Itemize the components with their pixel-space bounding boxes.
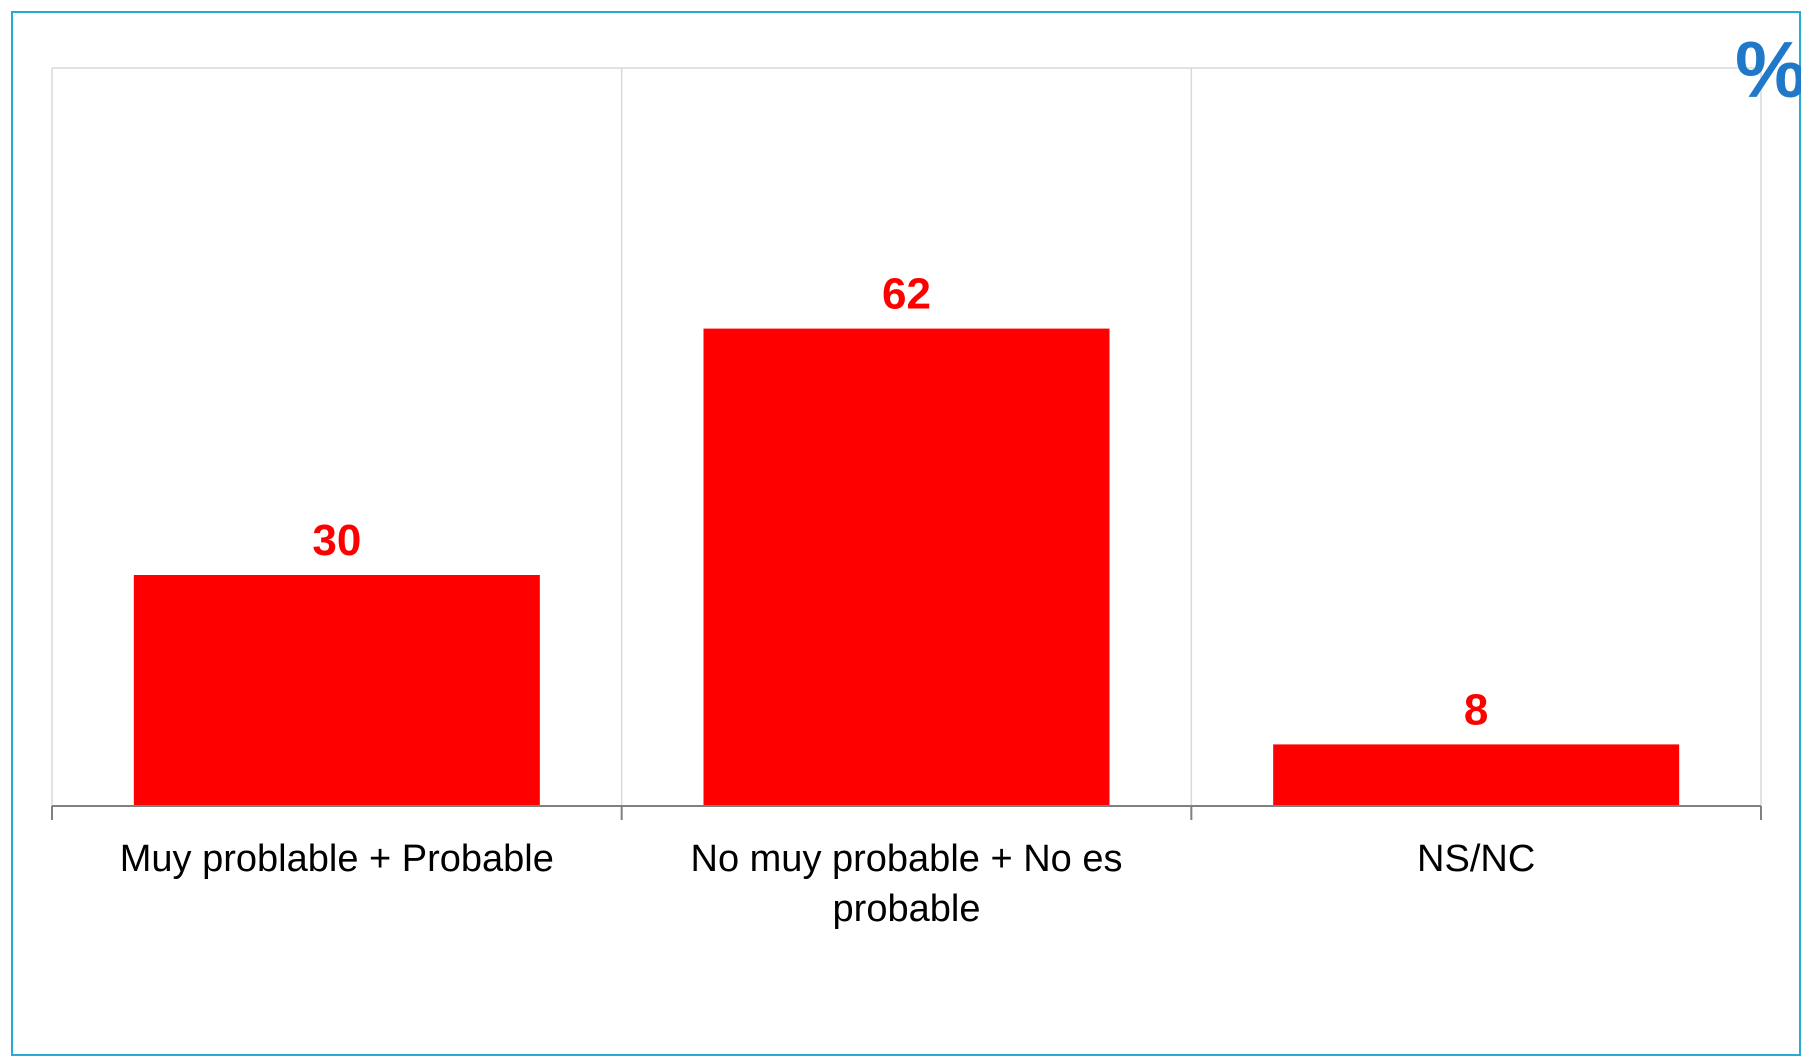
category-tick-label: NS/NC (1417, 838, 1536, 880)
bar (703, 328, 1110, 806)
data-label: 62 (882, 270, 931, 319)
bar (133, 575, 540, 806)
data-label: 30 (312, 516, 361, 565)
data-label: 8 (1464, 685, 1488, 734)
percent-unit-mark: % (1735, 25, 1801, 114)
category-tick-label: No muy probable + No es probable (690, 838, 1123, 930)
bar (1273, 744, 1680, 806)
category-tick-label: Muy problable + Probable (119, 838, 554, 880)
